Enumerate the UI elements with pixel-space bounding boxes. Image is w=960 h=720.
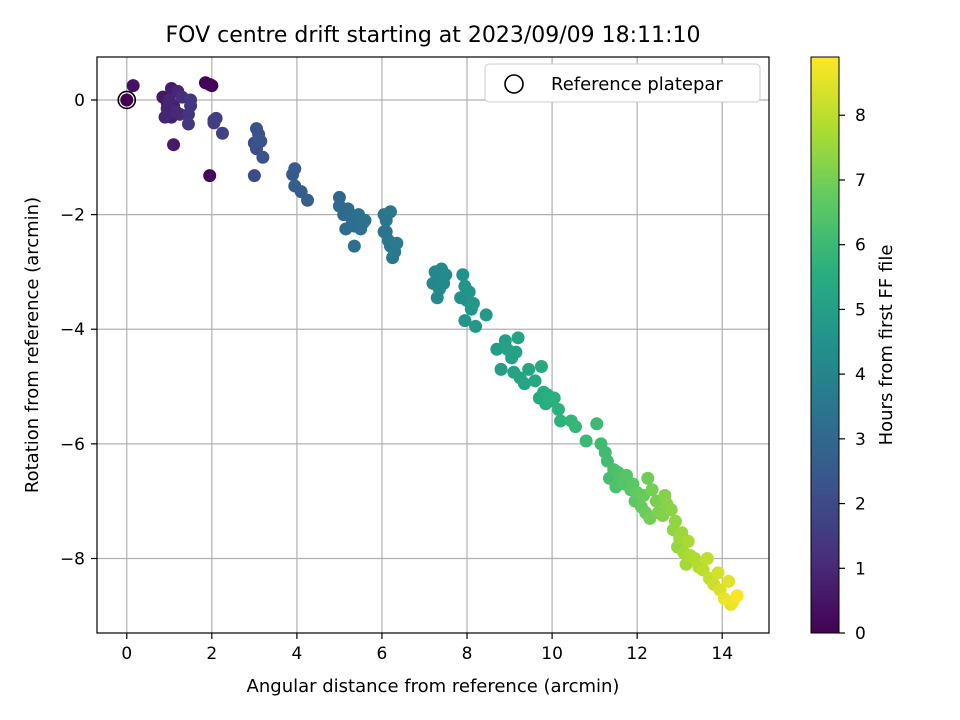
data-point [717,592,731,606]
data-point [466,296,480,310]
colorbar-tick-label: 1 [855,559,866,579]
y-axis-label: Rotation from reference (arcmin) [22,197,43,493]
data-point [711,566,725,580]
colorbar-tick-label: 8 [855,106,866,126]
data-point [511,331,525,345]
data-point [641,471,655,485]
data-point [158,110,172,124]
data-point [469,319,483,333]
y-tick-label: 0 [74,91,85,111]
data-point [522,362,536,376]
colorbar-gradient [810,56,840,634]
data-point [547,391,561,405]
data-point [700,551,714,565]
data-point [167,138,181,152]
x-tick-label: 0 [121,644,132,664]
data-point [645,483,659,497]
data-point [551,402,565,416]
y-tick-label: −8 [60,549,85,569]
y-tick-label: −6 [60,435,85,455]
data-point [162,93,176,107]
data-point [126,79,140,93]
x-axis-label: Angular distance from reference (arcmin) [247,676,620,697]
data-point [722,574,736,588]
legend-marker-icon [504,74,524,94]
data-point [517,377,531,391]
reference-platepar-marker [117,90,137,110]
data-point [509,345,523,359]
data-point [120,93,134,107]
data-point [215,126,229,140]
data-point [681,534,695,548]
data-point [479,308,493,322]
colorbar-tick-label: 3 [855,430,866,450]
data-point [247,169,261,183]
data-point [358,213,372,227]
data-point [730,589,744,603]
data-point [256,150,270,164]
chart-title: FOV centre drift starting at 2023/09/09 … [166,23,701,48]
scatter-points [120,76,744,611]
colorbar: 0 1 2 3 4 5 6 7 8 Hours from first FF file [810,56,897,644]
data-point [377,225,391,239]
x-tick-label: 8 [462,644,473,664]
colorbar-tick-label: 0 [855,624,866,644]
data-point [456,268,470,282]
data-point [534,359,548,373]
plot-frame [96,56,770,634]
y-tick-label: −4 [60,320,85,340]
y-axis-ticks: 0 −2 −4 −6 −8 [60,91,97,569]
data-point [439,268,453,282]
legend-entry-reference: Reference platepar [551,74,723,95]
data-point [347,239,361,253]
data-point [209,111,223,125]
y-tick-label: −2 [60,206,85,226]
data-point [568,420,582,434]
x-axis-ticks: 0 2 4 6 8 10 12 14 [121,633,733,664]
grid [97,57,769,633]
colorbar-tick-label: 7 [855,171,866,191]
data-point [205,79,219,93]
x-tick-label: 2 [206,644,217,664]
data-point [288,162,302,176]
data-point [379,213,393,227]
x-tick-label: 4 [291,644,302,664]
data-point [458,314,472,328]
x-tick-label: 10 [541,644,563,664]
data-point [554,414,568,428]
data-point [203,169,217,183]
x-tick-label: 6 [377,644,388,664]
data-point [341,202,355,216]
x-tick-label: 12 [626,644,648,664]
data-point [590,417,604,431]
data-point [184,93,198,107]
data-point [494,362,508,376]
legend-box [484,63,761,103]
data-point [169,104,183,118]
data-point [528,374,542,388]
data-point [490,342,504,356]
colorbar-tick-label: 4 [855,365,866,385]
data-point [249,122,263,136]
data-point [390,236,404,250]
data-point [668,514,682,528]
data-point [301,193,315,207]
data-point [454,291,468,305]
legend: Reference platepar [484,63,761,103]
x-tick-label: 14 [711,644,733,664]
data-point [664,503,678,517]
colorbar-tick-label: 5 [855,300,866,320]
data-point [579,434,593,448]
data-point [252,133,266,147]
colorbar-label: Hours from first FF file [876,245,897,446]
colorbar-tick-label: 6 [855,236,866,256]
data-point [181,117,195,131]
colorbar-tick-label: 2 [855,495,866,515]
colorbar-ticks: 0 1 2 3 4 5 6 7 8 [839,106,866,644]
